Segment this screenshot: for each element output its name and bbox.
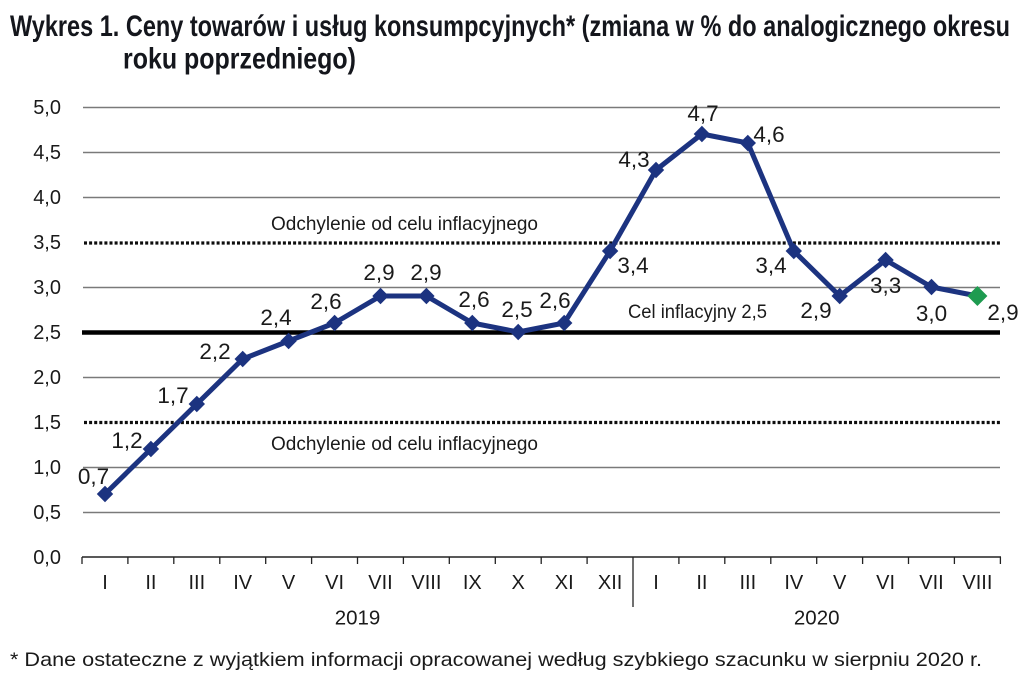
svg-text:IX: IX	[463, 572, 482, 594]
svg-text:2,2: 2,2	[199, 339, 230, 364]
svg-text:Cel inflacyjny 2,5: Cel inflacyjny 2,5	[628, 301, 767, 323]
svg-text:5,0: 5,0	[33, 97, 61, 119]
svg-text:XI: XI	[555, 572, 574, 594]
svg-text:roku poprzedniego): roku poprzedniego)	[123, 43, 356, 76]
svg-text:* Dane ostateczne z wyjątkiem: * Dane ostateczne z wyjątkiem informacji…	[10, 649, 982, 671]
svg-text:2,5: 2,5	[33, 322, 61, 344]
svg-text:3,4: 3,4	[755, 253, 786, 278]
svg-text:1,0: 1,0	[33, 457, 61, 479]
svg-text:X: X	[512, 572, 525, 594]
svg-text:0,0: 0,0	[33, 547, 61, 569]
svg-text:4,6: 4,6	[753, 122, 784, 147]
svg-text:Odchylenie od celu inflacyjneg: Odchylenie od celu inflacyjnego	[271, 213, 538, 235]
svg-text:2,6: 2,6	[310, 289, 341, 314]
svg-text:2,6: 2,6	[458, 287, 489, 312]
svg-text:VIII: VIII	[411, 572, 441, 594]
svg-text:IV: IV	[233, 572, 253, 594]
svg-text:2,4: 2,4	[260, 305, 291, 330]
svg-text:1,7: 1,7	[157, 383, 188, 408]
svg-text:2,9: 2,9	[410, 260, 441, 285]
svg-text:2,9: 2,9	[987, 300, 1018, 325]
svg-text:VI: VI	[876, 572, 895, 594]
svg-text:4,5: 4,5	[33, 142, 61, 164]
svg-text:VIII: VIII	[962, 572, 992, 594]
svg-text:4,7: 4,7	[687, 101, 718, 126]
svg-text:Odchylenie od celu inflacyjneg: Odchylenie od celu inflacyjnego	[271, 433, 538, 455]
svg-text:V: V	[833, 572, 847, 594]
svg-text:0,7: 0,7	[78, 464, 109, 489]
svg-text:III: III	[188, 572, 205, 594]
svg-text:3,4: 3,4	[617, 253, 648, 278]
svg-text:XII: XII	[598, 572, 622, 594]
svg-text:3,0: 3,0	[916, 301, 947, 326]
svg-text:2,9: 2,9	[363, 260, 394, 285]
svg-text:IV: IV	[784, 572, 804, 594]
svg-text:2,5: 2,5	[501, 297, 532, 322]
svg-text:I: I	[102, 572, 108, 594]
svg-text:1,5: 1,5	[33, 412, 61, 434]
svg-text:2020: 2020	[794, 607, 840, 630]
svg-text:V: V	[282, 572, 296, 594]
svg-text:I: I	[653, 572, 659, 594]
svg-text:4,3: 4,3	[618, 147, 649, 172]
svg-text:VII: VII	[919, 572, 943, 594]
svg-text:2,6: 2,6	[539, 288, 570, 313]
svg-text:3,0: 3,0	[33, 277, 61, 299]
svg-text:2019: 2019	[335, 607, 381, 630]
svg-text:4,0: 4,0	[33, 187, 61, 209]
svg-text:3,3: 3,3	[870, 273, 901, 298]
svg-text:Wykres 1. Ceny towarów i usług: Wykres 1. Ceny towarów i usług konsumpcy…	[10, 10, 1010, 43]
svg-text:0,5: 0,5	[33, 502, 61, 524]
svg-text:II: II	[696, 572, 707, 594]
svg-text:VII: VII	[368, 572, 392, 594]
svg-text:VI: VI	[325, 572, 344, 594]
svg-text:2,0: 2,0	[33, 367, 61, 389]
svg-text:2,9: 2,9	[800, 298, 831, 323]
svg-text:1,2: 1,2	[111, 428, 142, 453]
svg-text:3,5: 3,5	[33, 232, 61, 254]
svg-text:II: II	[145, 572, 156, 594]
svg-text:III: III	[739, 572, 756, 594]
